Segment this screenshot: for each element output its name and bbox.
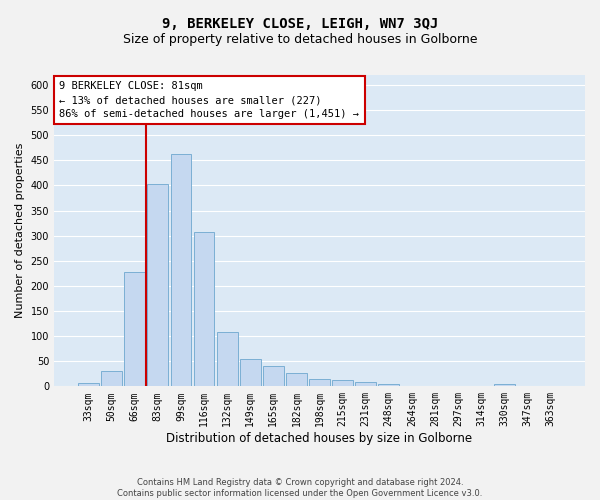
Bar (217, 332, 238, 386)
Text: 9, BERKELEY CLOSE, LEIGH, WN7 3QJ: 9, BERKELEY CLOSE, LEIGH, WN7 3QJ (162, 18, 438, 32)
Bar (494, 384, 515, 386)
Bar (78, 384, 99, 386)
Text: 9 BERKELEY CLOSE: 81sqm
← 13% of detached houses are smaller (227)
86% of semi-d: 9 BERKELEY CLOSE: 81sqm ← 13% of detache… (59, 81, 359, 119)
Text: Size of property relative to detached houses in Golborne: Size of property relative to detached ho… (123, 32, 477, 46)
Bar (101, 372, 122, 386)
Bar (170, 154, 191, 386)
Bar (332, 380, 353, 386)
Bar (194, 232, 214, 386)
Bar (286, 373, 307, 386)
Bar (240, 358, 260, 386)
Bar (263, 366, 284, 386)
Bar (309, 380, 330, 386)
X-axis label: Distribution of detached houses by size in Golborne: Distribution of detached houses by size … (166, 432, 473, 445)
Text: Contains HM Land Registry data © Crown copyright and database right 2024.
Contai: Contains HM Land Registry data © Crown c… (118, 478, 482, 498)
Y-axis label: Number of detached properties: Number of detached properties (15, 143, 25, 318)
Bar (148, 184, 168, 386)
Bar (379, 384, 399, 386)
Bar (124, 272, 145, 386)
Bar (355, 382, 376, 386)
